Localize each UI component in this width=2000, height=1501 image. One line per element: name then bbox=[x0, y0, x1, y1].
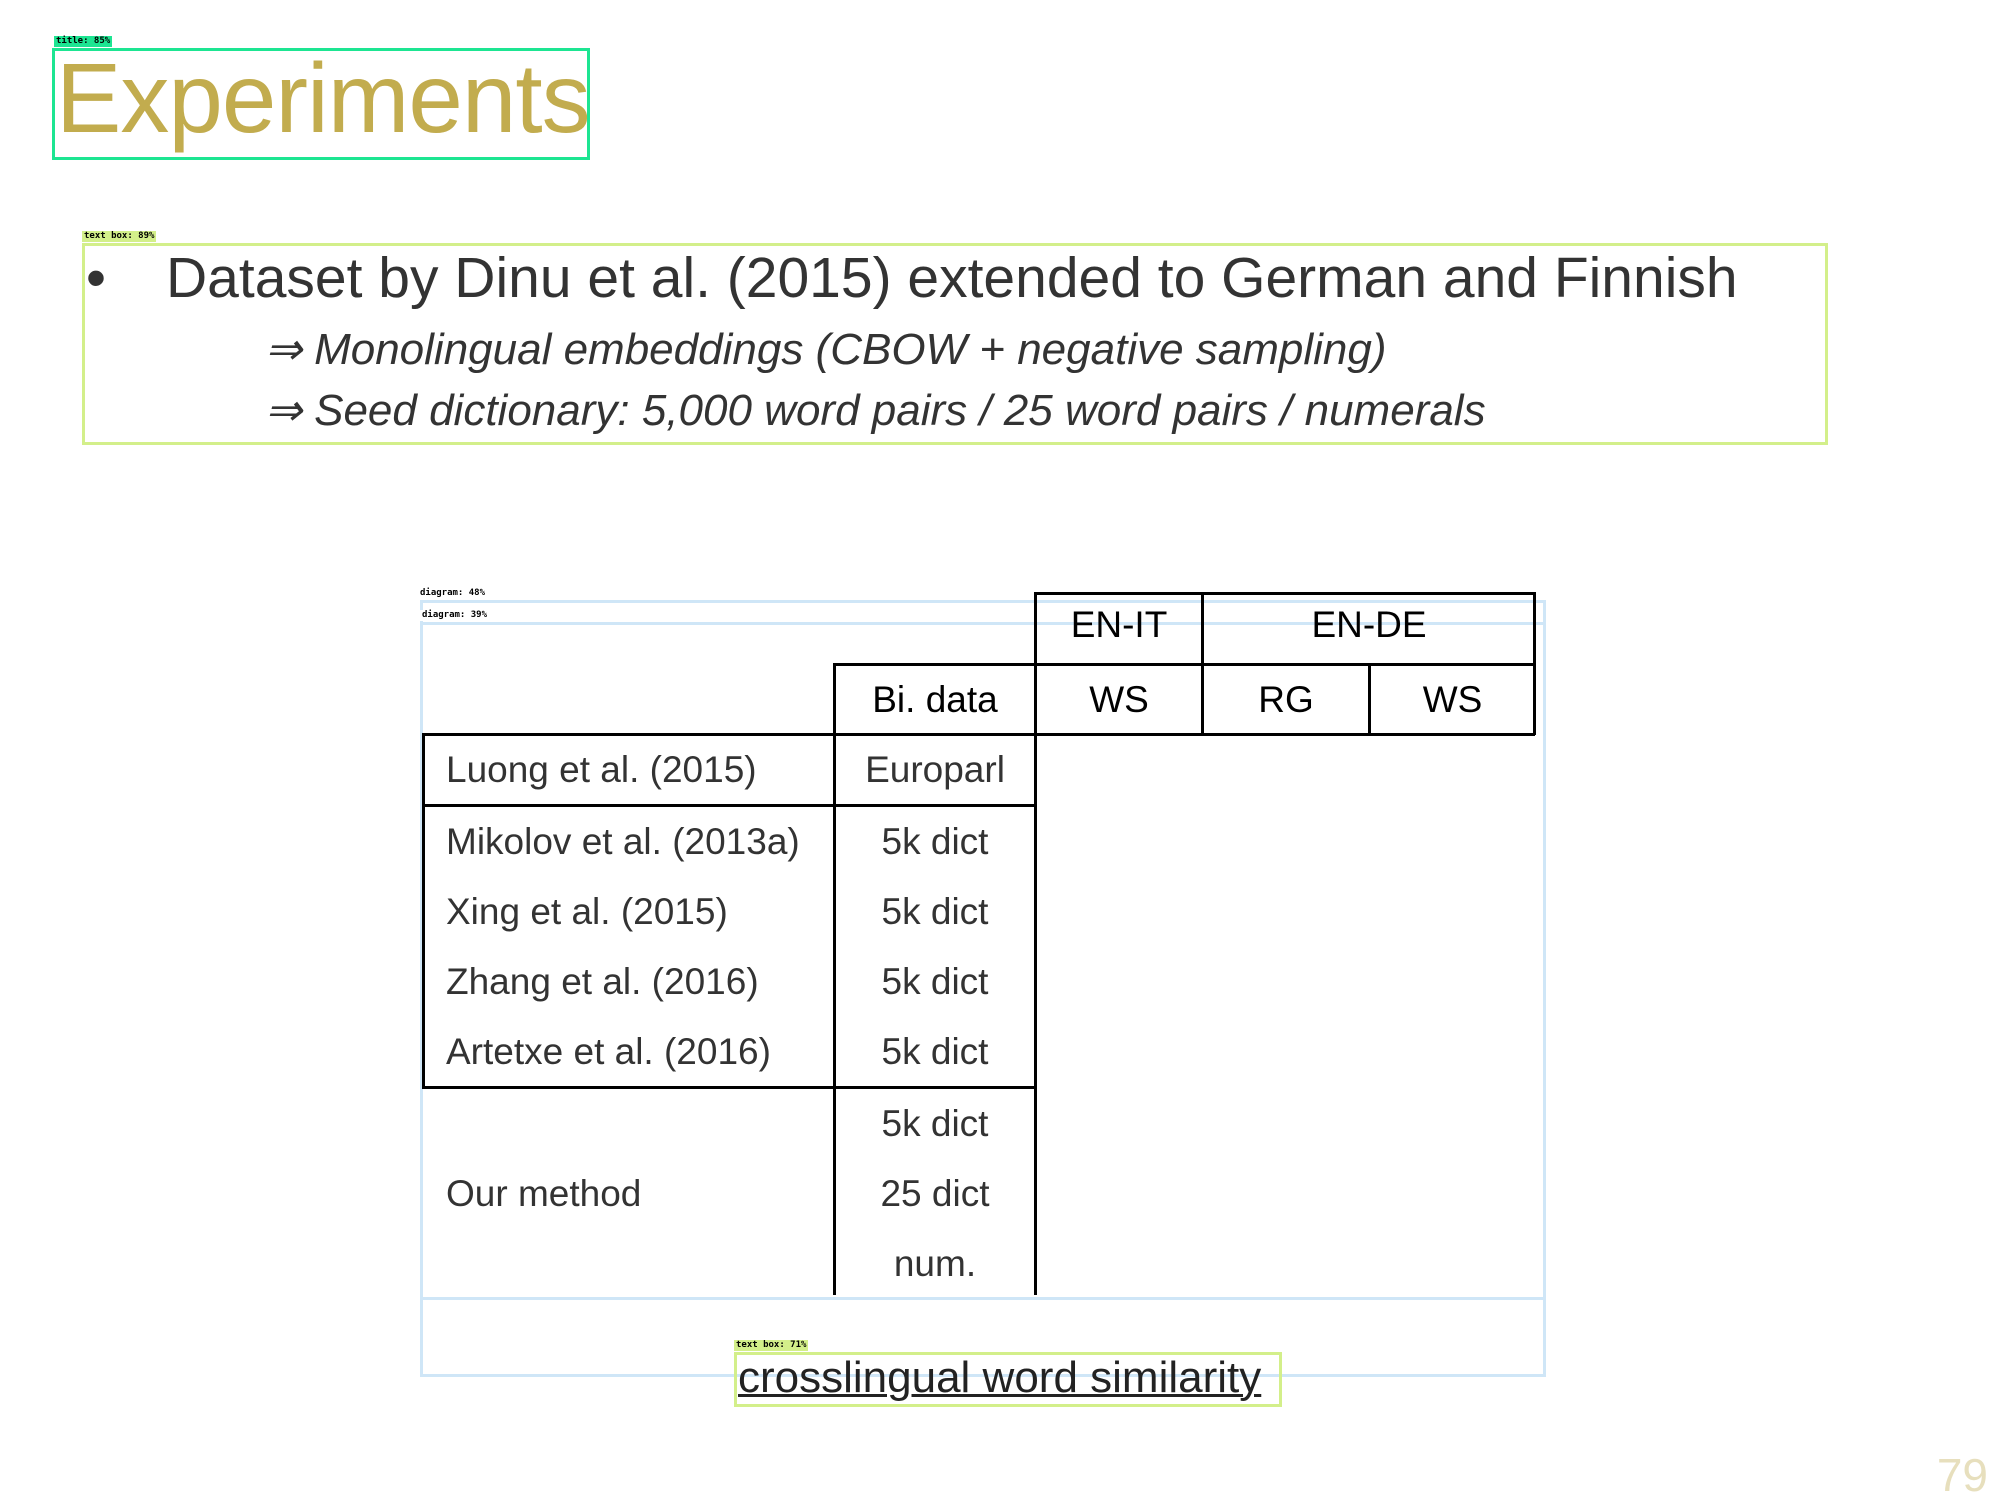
table-line bbox=[422, 804, 1036, 807]
bullet-marker: • bbox=[86, 246, 106, 310]
textbox-annotation-box bbox=[82, 243, 1828, 445]
title-annotation-tag: title: 85% bbox=[54, 36, 113, 47]
column-header-en-it-ws: WS bbox=[1089, 679, 1149, 720]
table-line bbox=[1533, 592, 1536, 735]
row-data-xing: 5k dict bbox=[881, 891, 989, 932]
row-data-zhang: 5k dict bbox=[881, 961, 989, 1002]
row-method-luong: Luong et al. (2015) bbox=[446, 749, 757, 790]
row-method-xing: Xing et al. (2015) bbox=[446, 891, 728, 932]
group-header-en-de: EN-DE bbox=[1311, 604, 1427, 645]
title-annotation-box bbox=[52, 48, 590, 160]
diagram-annotation-tag-2: diagram: 39% bbox=[420, 610, 490, 621]
row-method-mikolov: Mikolov et al. (2013a) bbox=[446, 821, 800, 862]
slide-title: Experiments bbox=[56, 43, 591, 153]
table-caption: crosslingual word similarity bbox=[738, 1353, 1262, 1402]
row-data-artetxe: 5k dict bbox=[881, 1031, 989, 1072]
bullet-item: • Dataset by Dinu et al. (2015) extended … bbox=[86, 243, 1738, 313]
row-data-mikolov: 5k dict bbox=[881, 821, 989, 862]
row-data-our-5k: 5k dict bbox=[881, 1103, 989, 1144]
sub-item-seed-dictionary: ⇒ Seed dictionary: 5,000 word pairs / 25… bbox=[265, 386, 1486, 435]
column-header-bi-data: Bi. data bbox=[872, 679, 998, 720]
table-line bbox=[1201, 592, 1204, 735]
bullet-main-text: Dataset by Dinu et al. (2015) extended t… bbox=[166, 246, 1738, 310]
table-line bbox=[1034, 592, 1037, 1295]
diagram-annotation-box-2 bbox=[420, 622, 1546, 1377]
row-data-our-25: 25 dict bbox=[880, 1173, 990, 1214]
column-header-en-de-rg: RG bbox=[1258, 679, 1314, 720]
table-line bbox=[1035, 592, 1535, 595]
table-line bbox=[834, 663, 1535, 666]
table-line bbox=[422, 733, 425, 1087]
results-table: EN-IT EN-DE Bi. data WS RG WS Luong et a… bbox=[420, 592, 1540, 1295]
caption-annotation-tag: text box: 71% bbox=[734, 1340, 809, 1351]
table-line bbox=[833, 663, 836, 1295]
caption-annotation-box bbox=[734, 1352, 1282, 1407]
row-method-zhang: Zhang et al. (2016) bbox=[446, 961, 759, 1002]
table-line bbox=[1368, 663, 1371, 735]
table-line bbox=[422, 1086, 1036, 1089]
row-method-artetxe: Artetxe et al. (2016) bbox=[446, 1031, 771, 1072]
row-data-luong: Europarl bbox=[865, 749, 1005, 790]
sub-item-embeddings: ⇒ Monolingual embeddings (CBOW + negativ… bbox=[265, 325, 1387, 374]
table-line bbox=[422, 733, 1535, 736]
column-header-en-de-ws: WS bbox=[1422, 679, 1483, 720]
diagram-annotation-tag-1: diagram: 48% bbox=[418, 588, 488, 599]
textbox-annotation-tag: text box: 89% bbox=[82, 231, 157, 242]
row-data-our-num: num. bbox=[893, 1243, 977, 1284]
row-method-our-method: Our method bbox=[446, 1173, 642, 1214]
group-header-en-it: EN-IT bbox=[1070, 604, 1168, 645]
page-number: 79 bbox=[1936, 1449, 1988, 1501]
